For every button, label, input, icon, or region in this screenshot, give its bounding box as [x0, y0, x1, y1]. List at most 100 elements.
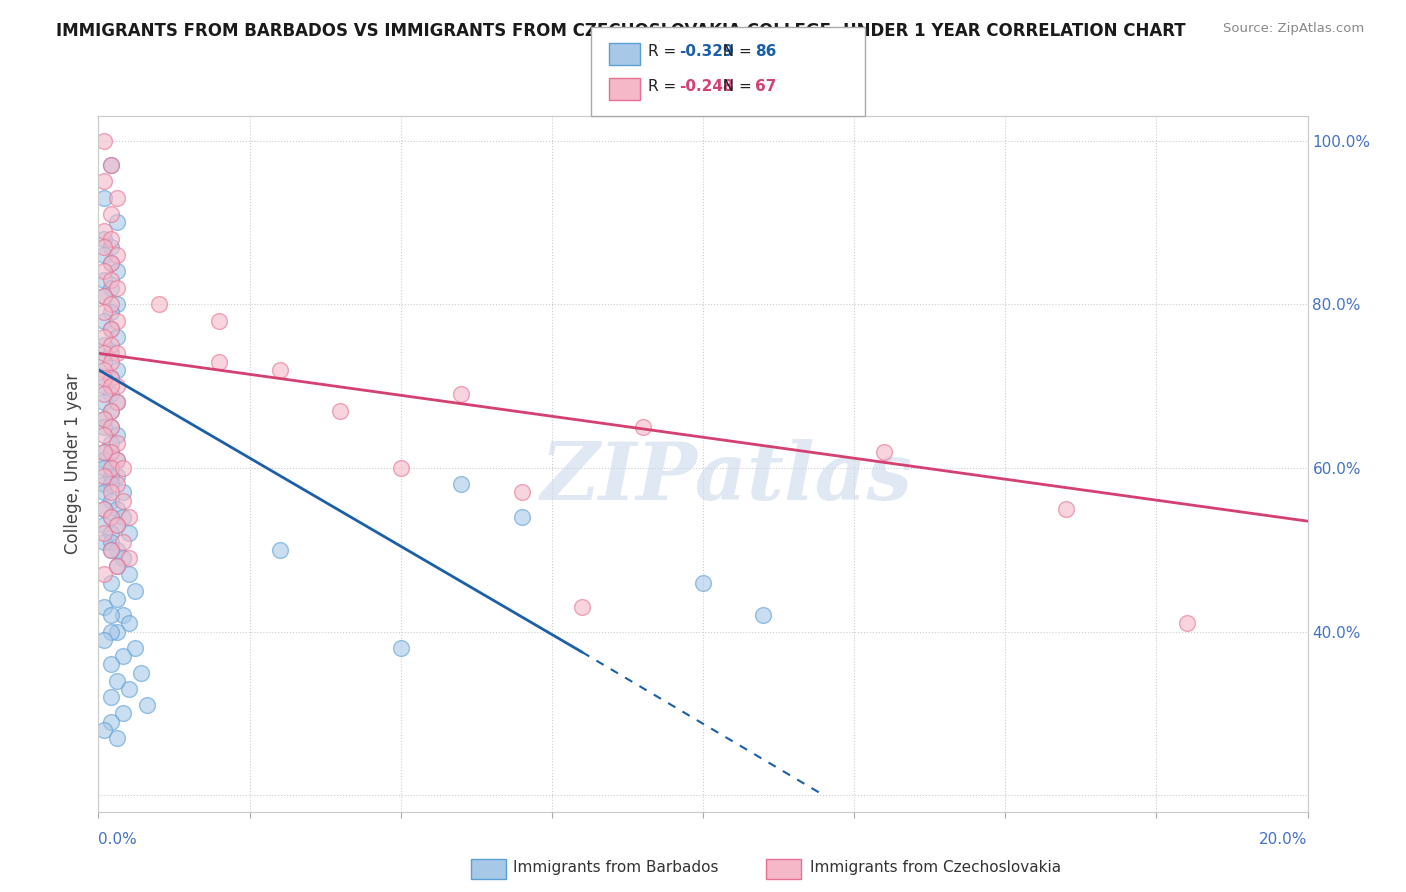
Point [450, 387, 472, 401]
Point [93, 346, 115, 360]
Point [93, 330, 115, 344]
Point [93, 354, 115, 368]
Point [100, 158, 122, 172]
Text: ZIPatlas: ZIPatlas [541, 439, 914, 516]
Point [105, 428, 128, 442]
Text: R =: R = [648, 45, 682, 59]
Point [118, 681, 141, 696]
Point [105, 346, 128, 360]
Point [111, 706, 134, 721]
Point [93, 273, 115, 287]
Point [93, 567, 115, 582]
Point [118, 551, 141, 566]
Point [105, 395, 128, 409]
Point [93, 395, 115, 409]
Point [93, 469, 115, 483]
Point [93, 191, 115, 205]
Point [100, 420, 122, 434]
Point [105, 731, 128, 745]
Point [93, 289, 115, 303]
Point [105, 452, 128, 467]
Point [93, 305, 115, 319]
Point [105, 313, 128, 327]
Point [93, 428, 115, 442]
Point [873, 444, 896, 458]
Point [105, 624, 128, 639]
Point [100, 273, 122, 287]
Text: N =: N = [713, 45, 756, 59]
Point [100, 444, 122, 458]
Point [100, 542, 122, 557]
Point [1175, 616, 1198, 631]
Point [105, 559, 128, 574]
Point [105, 330, 128, 344]
Point [93, 501, 115, 516]
Point [100, 714, 122, 729]
Point [111, 510, 134, 524]
Point [100, 207, 122, 221]
Point [93, 223, 115, 237]
Point [124, 583, 146, 598]
Point [105, 191, 128, 205]
Point [100, 354, 122, 368]
Point [100, 436, 122, 450]
Text: Source: ZipAtlas.com: Source: ZipAtlas.com [1223, 22, 1364, 36]
Point [93, 387, 115, 401]
Point [100, 281, 122, 295]
Point [135, 698, 157, 713]
Point [105, 452, 128, 467]
Point [118, 567, 141, 582]
Point [100, 322, 122, 336]
Point [93, 371, 115, 385]
Point [100, 608, 122, 623]
Point [105, 469, 128, 483]
Point [93, 632, 115, 647]
Point [105, 673, 128, 688]
Point [100, 534, 122, 549]
Point [93, 444, 115, 458]
Point [93, 362, 115, 376]
Point [269, 542, 291, 557]
Text: Immigrants from Czechoslovakia: Immigrants from Czechoslovakia [810, 861, 1062, 875]
Point [93, 248, 115, 262]
Point [111, 551, 134, 566]
Text: 67: 67 [755, 79, 776, 94]
Point [111, 485, 134, 500]
Text: N =: N = [713, 79, 756, 94]
Point [631, 420, 654, 434]
Point [100, 338, 122, 352]
Point [100, 485, 122, 500]
Point [100, 461, 122, 475]
Point [93, 444, 115, 458]
Point [100, 403, 122, 417]
Point [100, 322, 122, 336]
Point [100, 657, 122, 672]
Point [100, 240, 122, 254]
Point [100, 542, 122, 557]
Point [105, 264, 128, 278]
Point [100, 379, 122, 393]
Point [1054, 501, 1077, 516]
Point [389, 461, 412, 475]
Point [93, 723, 115, 737]
Text: 20.0%: 20.0% [1260, 832, 1308, 847]
Point [93, 174, 115, 188]
Point [93, 313, 115, 327]
Point [93, 232, 115, 246]
Point [118, 510, 141, 524]
Point [93, 412, 115, 426]
Point [105, 591, 128, 606]
Point [100, 477, 122, 491]
Point [100, 256, 122, 270]
Text: -0.329: -0.329 [679, 45, 734, 59]
Point [329, 403, 352, 417]
Point [105, 215, 128, 229]
Point [93, 477, 115, 491]
Point [105, 248, 128, 262]
Point [93, 240, 115, 254]
Point [105, 542, 128, 557]
Point [93, 134, 115, 148]
Point [105, 436, 128, 450]
Point [93, 485, 115, 500]
Point [100, 575, 122, 590]
